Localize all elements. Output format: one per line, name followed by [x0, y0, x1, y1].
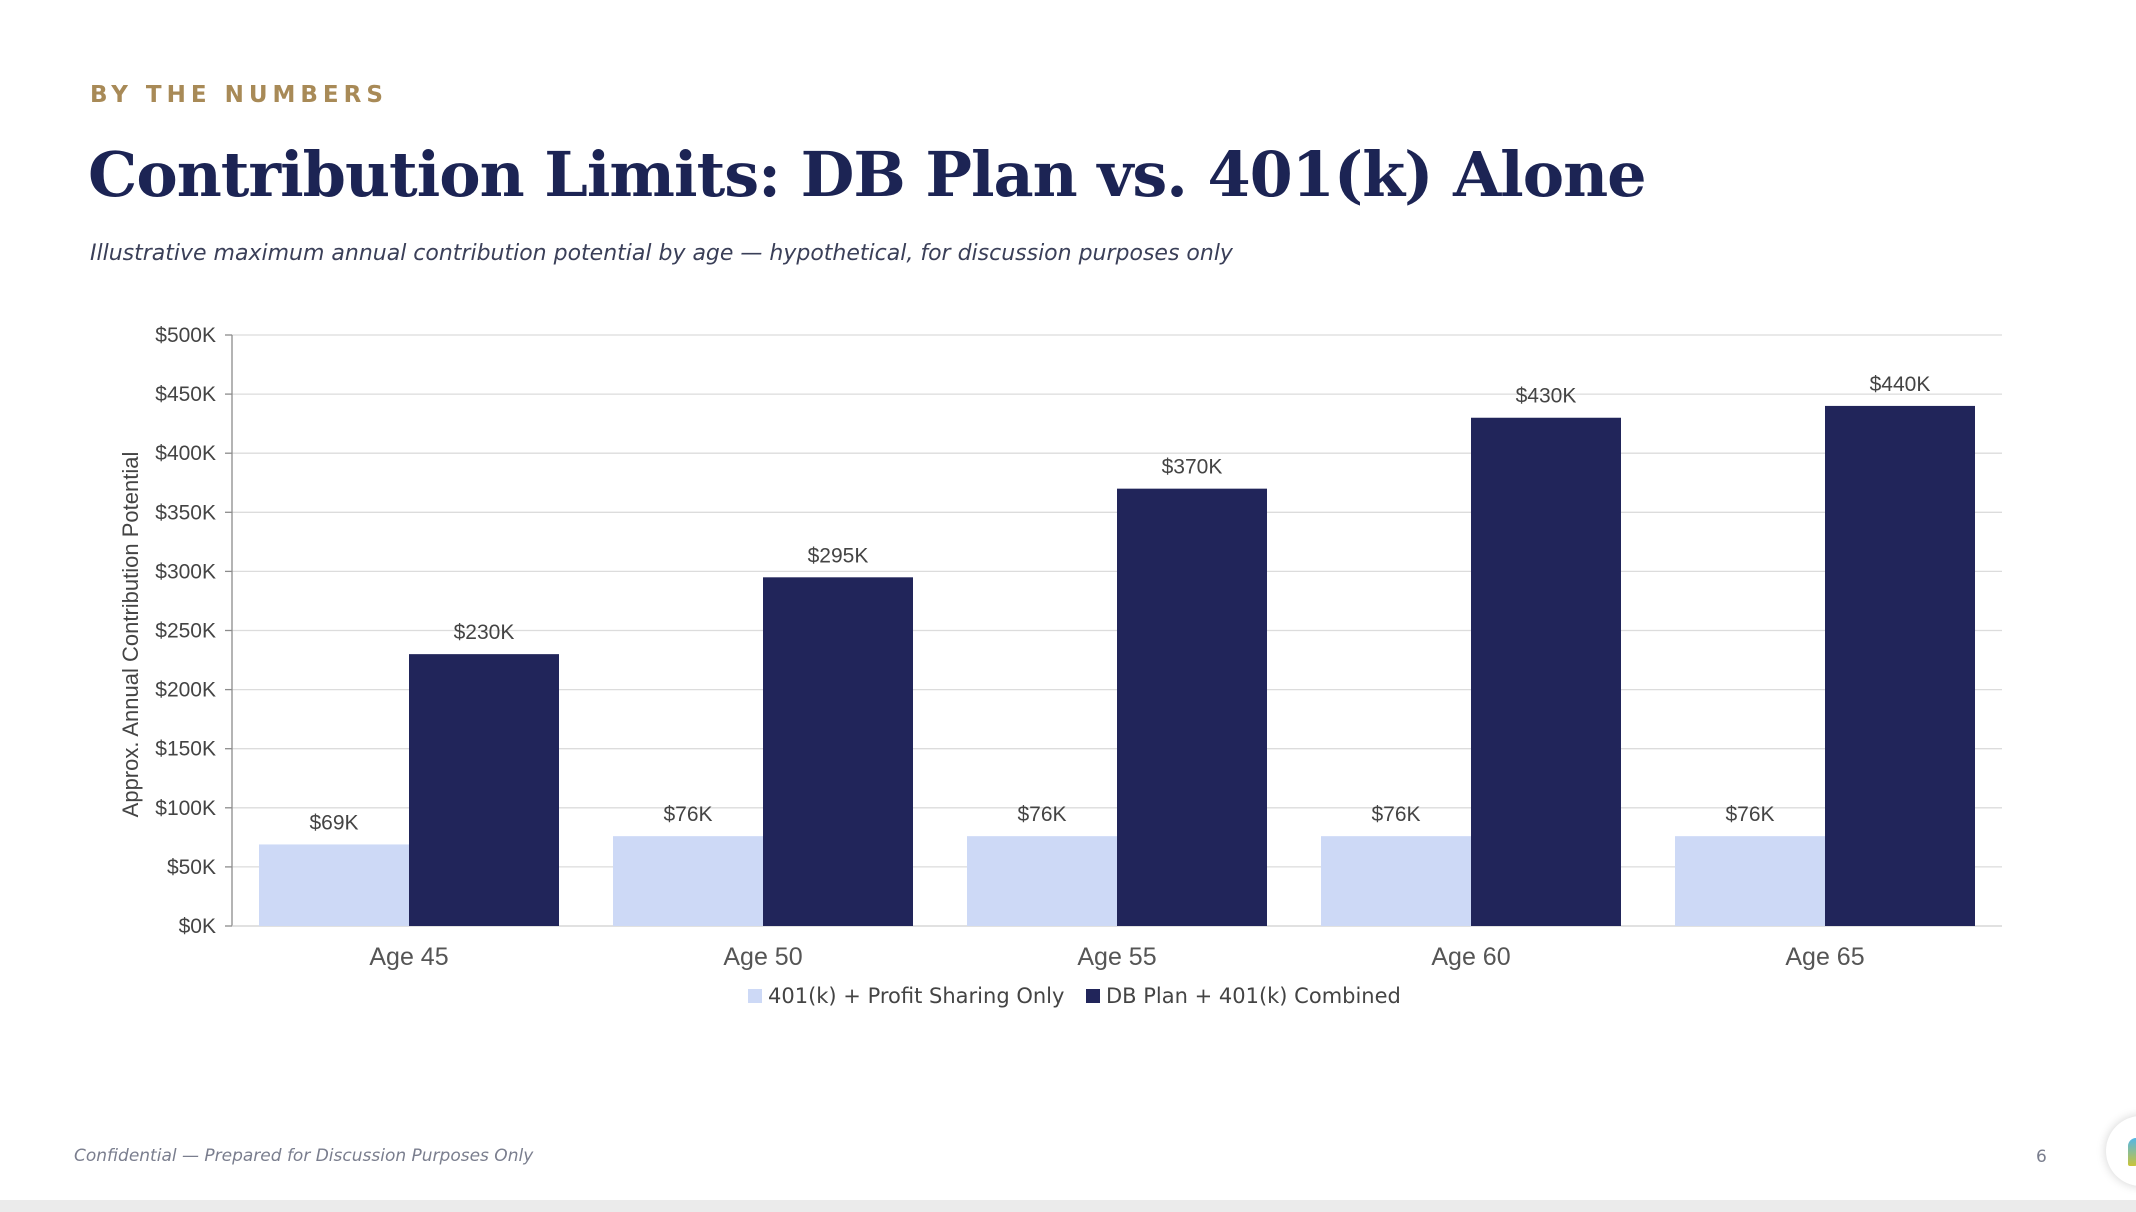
- bar-value-label: $430K: [1516, 385, 1577, 408]
- y-tick-label: $500K: [155, 324, 216, 347]
- legend-swatch: [748, 989, 762, 1003]
- page-subtitle: Illustrative maximum annual contribution…: [90, 241, 1233, 266]
- legend-label: 401(k) + Profit Sharing Only: [768, 984, 1064, 1008]
- bar-value-label: $295K: [808, 544, 869, 567]
- legend-label: DB Plan + 401(k) Combined: [1106, 984, 1401, 1008]
- bar: [1675, 836, 1825, 926]
- y-tick-label: $350K: [155, 501, 216, 524]
- bar: [613, 836, 763, 926]
- bar-value-label: $76K: [1017, 803, 1066, 826]
- x-tick-label: Age 60: [1431, 943, 1510, 971]
- assistant-logo-icon: [2128, 1138, 2136, 1166]
- x-tick-label: Age 65: [1785, 943, 1864, 971]
- legend: 401(k) + Profit Sharing Only DB Plan + 40…: [748, 984, 1401, 1008]
- y-tick-label: $0K: [179, 915, 216, 938]
- bar: [763, 577, 913, 926]
- bar: [1825, 405, 1975, 926]
- bar: [259, 844, 409, 926]
- y-tick-label: $50K: [167, 856, 216, 879]
- confidential-footer: Confidential — Prepared for Discussion P…: [74, 1146, 534, 1166]
- bar-value-label: $76K: [1725, 803, 1774, 826]
- y-tick-label: $150K: [155, 738, 216, 761]
- page-number: 6: [2036, 1147, 2047, 1167]
- eyebrow-label: BY THE NUMBERS: [90, 82, 388, 108]
- bar-value-label: $370K: [1162, 456, 1223, 479]
- bar: [967, 836, 1117, 926]
- x-tick-label: Age 45: [369, 943, 448, 971]
- y-tick-label: $100K: [155, 797, 216, 820]
- y-tick-label: $450K: [155, 383, 216, 406]
- bar: [1321, 836, 1471, 926]
- x-tick-label: Age 50: [723, 943, 802, 971]
- page-title: Contribution Limits: DB Plan vs. 401(k) …: [88, 138, 1647, 211]
- x-tick-label: Age 55: [1077, 943, 1156, 971]
- y-tick-label: $300K: [155, 560, 216, 583]
- y-tick-label: $250K: [155, 620, 216, 643]
- bar-value-label: $230K: [454, 621, 515, 644]
- bar: [1117, 488, 1267, 926]
- bar: [1471, 417, 1621, 926]
- bars: [259, 405, 1975, 926]
- bar-value-label: $76K: [663, 803, 712, 826]
- data-labels: $69K $230K $76K $295K $76K $370K $76K $430K $76K…: [309, 373, 1930, 835]
- bar: [409, 654, 559, 926]
- bar-value-label: $76K: [1371, 803, 1420, 826]
- y-axis-title: Approx. Annual Contribution Potential: [118, 452, 143, 818]
- y-tick-label: $400K: [155, 442, 216, 465]
- contribution-bar-chart: $0K $50K $100K $150K $200K $250K $300K $350K $40…: [118, 324, 2002, 1008]
- bar-value-label: $440K: [1870, 373, 1931, 396]
- bar-value-label: $69K: [309, 811, 358, 834]
- y-tick-label: $200K: [155, 679, 216, 702]
- legend-swatch: [1086, 989, 1100, 1003]
